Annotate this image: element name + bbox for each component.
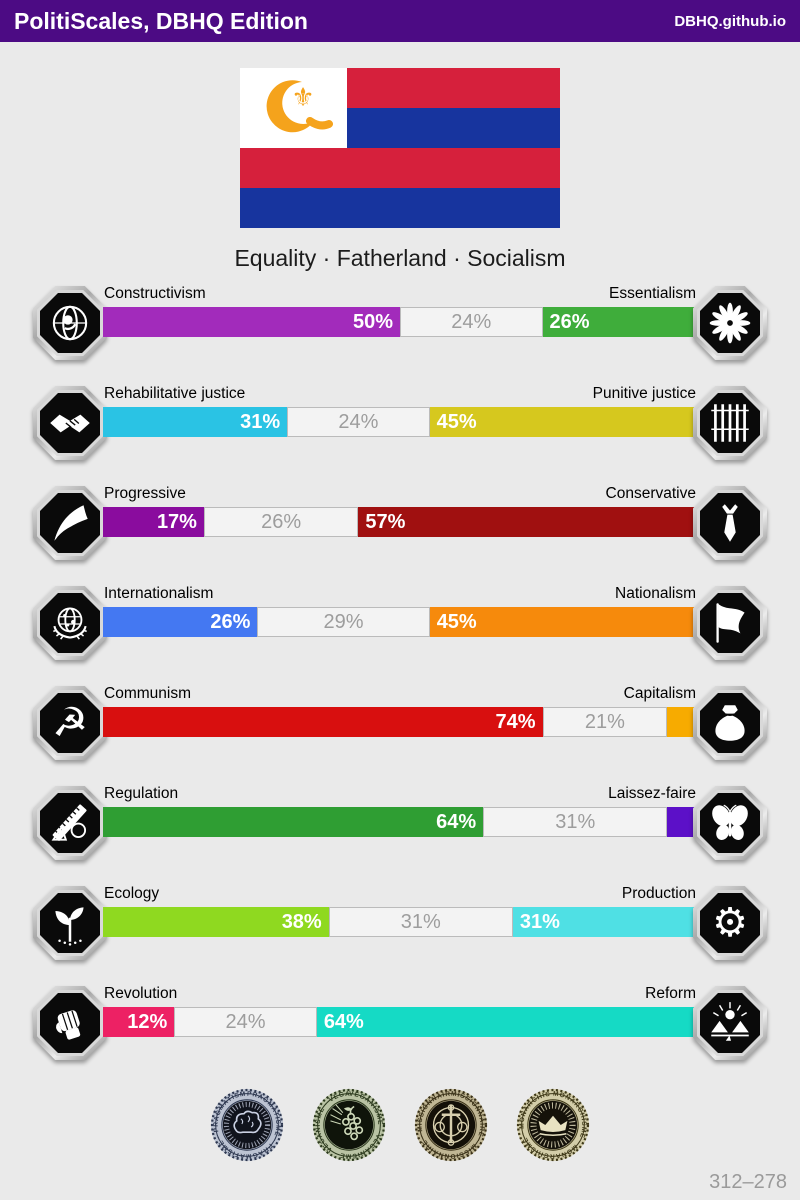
axis-left-segment: 38% <box>103 907 329 937</box>
handshake-icon <box>33 386 107 460</box>
missionary-seal-cross-icon: MISSIONNAIRE · MISSIONNAIRE · MISSIONNAI… <box>414 1088 488 1162</box>
axis-right-label: Reform <box>645 985 696 1002</box>
celestial-eye-icon <box>33 286 107 360</box>
axis-neutral-segment: 29% <box>257 607 430 637</box>
axis-right-segment <box>667 707 697 737</box>
axis-left-label: Internationalism <box>104 585 214 602</box>
axis-left-label: Revolution <box>104 985 178 1002</box>
axis-neutral-segment: 24% <box>174 1007 317 1037</box>
wave-icon <box>33 486 107 560</box>
axis-bar: 12% 24% 64% <box>103 1007 697 1037</box>
globe-wreath-icon <box>33 586 107 660</box>
axis-bar: 17% 26% 57% <box>103 507 697 537</box>
necktie-icon <box>693 486 767 560</box>
axis-left-segment: 26% <box>103 607 258 637</box>
sprout-icon <box>33 886 107 960</box>
axis-neutral-segment: 26% <box>203 507 359 537</box>
axes-list: Constructivism Essentialism 50% 24% 26% <box>0 284 800 1084</box>
axis-left-segment: 50% <box>103 307 400 337</box>
axis-right-segment: 45% <box>429 607 697 637</box>
axis-neutral-segment: 24% <box>400 307 543 337</box>
axis-left-label: Regulation <box>104 785 179 802</box>
axis-left-segment: 64% <box>103 807 484 837</box>
axis-bar: 64% 31% <box>103 807 697 837</box>
axis-left-segment: 74% <box>103 707 543 737</box>
axis-bar: 38% 31% 31% <box>103 907 697 937</box>
flag-motto: Equality · Fatherland · Socialism <box>234 245 566 271</box>
axis-right-label: Conservative <box>605 485 696 502</box>
axis-right-segment: 57% <box>358 507 697 537</box>
axis-right-segment: 64% <box>316 1007 697 1037</box>
money-bag-icon <box>693 686 767 760</box>
axis-right-label: Punitive justice <box>592 385 696 402</box>
axis-bar: 26% 29% 45% <box>103 607 697 637</box>
pragmatism-seal-brain-icon: PRAGMATISME · PRAGMATISME · PRAGMATISME … <box>210 1088 284 1162</box>
flag-stripe <box>240 188 560 228</box>
monarchism-seal-crown-icon: MONARCHISME · MONARCHISME · MONARCHISME … <box>516 1088 590 1162</box>
axis-left-segment: 12% <box>103 1007 175 1037</box>
axis-row-economy: ☭ Communism Capitalism 74% 21% <box>0 684 800 784</box>
axis-left-segment: 31% <box>103 407 288 437</box>
axis-right-label: Laissez-faire <box>608 785 696 802</box>
axis-left-label: Communism <box>104 685 191 702</box>
gear-glyph: ⚙ <box>712 900 748 946</box>
landscape-sun-icon <box>693 986 767 1060</box>
axis-neutral-segment: 31% <box>483 807 668 837</box>
bonus-seals: PRAGMATISME · PRAGMATISME · PRAGMATISME … <box>0 1088 800 1162</box>
axis-right-segment: 45% <box>429 407 697 437</box>
hammer-and-sickle-icon: ☭ <box>33 686 107 760</box>
prison-bars-icon <box>693 386 767 460</box>
axis-bar: 31% 24% 45% <box>103 407 697 437</box>
axis-right-label: Production <box>621 885 696 902</box>
axis-right-segment: 26% <box>542 307 697 337</box>
svg-text:⚜: ⚜ <box>291 83 314 113</box>
axis-row-market: Regulation Laissez-faire 64% 31% <box>0 784 800 884</box>
ruler-and-shapes-icon <box>33 786 107 860</box>
hammer-sickle-glyph: ☭ <box>52 700 88 746</box>
raised-fist-icon <box>33 986 107 1060</box>
sickle-fleur-emblem: ⚜ <box>266 80 333 133</box>
flag-canton: ⚜ <box>240 68 347 148</box>
title-bar: PolitiScales, DBHQ Edition DBHQ.github.i… <box>0 0 800 42</box>
page-title: PolitiScales, DBHQ Edition <box>14 7 308 34</box>
axis-right-label: Nationalism <box>615 585 696 602</box>
waving-flag-icon <box>693 586 767 660</box>
axis-right-label: Capitalism <box>623 685 696 702</box>
axis-left-label: Ecology <box>104 885 160 902</box>
axis-left-segment: 17% <box>103 507 204 537</box>
chrysanthemum-icon <box>693 286 767 360</box>
axis-bar: 74% 21% <box>103 707 697 737</box>
axis-row-nation: Internationalism Nationalism 26% 29% 45% <box>0 584 800 684</box>
result-code: 312–278 <box>709 1171 787 1193</box>
axis-neutral-segment: 31% <box>328 907 513 937</box>
axis-row-society: Progressive Conservative 17% 26% 57% <box>0 484 800 584</box>
axis-right-label: Essentialism <box>609 285 696 302</box>
site-link[interactable]: DBHQ.github.io <box>674 12 786 30</box>
butterfly-icon <box>693 786 767 860</box>
axis-bar: 50% 24% 26% <box>103 307 697 337</box>
axis-right-segment <box>667 807 697 837</box>
axis-neutral-segment: 21% <box>542 707 668 737</box>
axis-row-justice: Rehabilitative justice Punitive justice … <box>0 384 800 484</box>
axis-left-label: Constructivism <box>104 285 206 302</box>
axis-neutral-segment: 24% <box>287 407 430 437</box>
flag-stripe <box>240 148 560 188</box>
axis-right-segment: 31% <box>512 907 697 937</box>
axis-left-label: Rehabilitative justice <box>104 385 246 402</box>
gear-icon: ⚙ <box>693 886 767 960</box>
axis-row-identity: Constructivism Essentialism 50% 24% 26% <box>0 284 800 384</box>
result-flag: ⚜ <box>240 68 560 228</box>
axis-row-change: Revolution Reform 12% 24% 64% <box>0 984 800 1084</box>
axis-left-label: Progressive <box>104 485 186 502</box>
veganism-seal-grapes-icon: VEGANISME · VEGANISME · VEGANISME · VEGA… <box>312 1088 386 1162</box>
axis-row-environment: Ecology Production 38% 31% 31% ⚙ <box>0 884 800 984</box>
